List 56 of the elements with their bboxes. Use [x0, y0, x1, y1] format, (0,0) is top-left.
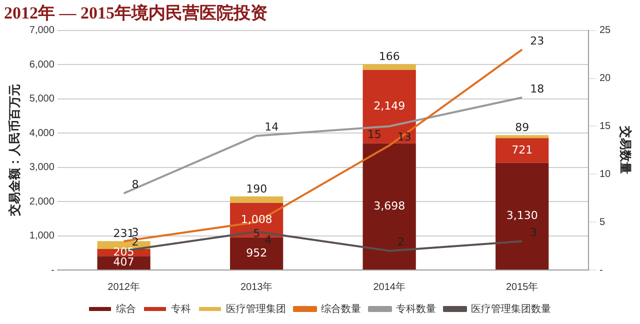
chart-title: 2012年 — 2015年境内民营医院投资 [4, 4, 268, 23]
legend-label: 医疗管理集团 [226, 302, 286, 315]
bar [362, 70, 416, 144]
bar [496, 138, 549, 163]
data-label: 2,149 [374, 100, 406, 113]
data-label: 8 [132, 178, 139, 192]
x-tick-label: 2012年 [108, 280, 140, 293]
x-tick-label: 2013年 [240, 280, 273, 293]
y-tick-label: 6,000 [29, 59, 55, 70]
data-label: 89 [515, 121, 530, 134]
y2-tick-label: 5 [599, 216, 606, 228]
data-label: 721 [512, 143, 533, 156]
y2-tick-label: - [599, 264, 603, 276]
data-label: 952 [246, 246, 268, 260]
y-tick-label: 7,000 [29, 25, 55, 36]
data-label: 4 [264, 234, 272, 247]
data-label: 14 [264, 120, 279, 134]
x-tick-label: 2014年 [373, 280, 406, 293]
data-label: 1,008 [240, 213, 272, 226]
y-tick-label: 5,000 [29, 94, 55, 105]
y-tick-label: 2,000 [29, 196, 55, 208]
data-label: 13 [397, 130, 412, 144]
y-tick-label: - [51, 264, 54, 276]
data-label: 166 [378, 50, 400, 64]
y-tick-label: 1,000 [29, 230, 55, 242]
bar [362, 64, 416, 70]
bar [230, 237, 284, 270]
y2-tick-label: 25 [599, 25, 612, 36]
y-axis-title: 交易金额：人民币百万元 [8, 84, 22, 218]
legend-label: 综合 [116, 302, 136, 315]
data-label: 3 [530, 226, 538, 240]
legend-label: 医疗管理集团数量 [471, 302, 551, 315]
y-tick-label: 3,000 [29, 162, 55, 174]
data-label: 3,130 [506, 209, 538, 222]
y2-tick-label: 20 [599, 73, 612, 84]
data-label: 2 [397, 236, 404, 249]
data-label: 18 [530, 82, 544, 96]
y2-axis-title: 交易数量 [618, 125, 632, 174]
x-tick-label: 2015年 [506, 280, 538, 293]
y2-tick-label: 10 [599, 168, 612, 180]
bar [496, 135, 549, 138]
data-label: 190 [246, 182, 268, 196]
data-label: 205 [113, 245, 134, 258]
y2-tick-label: 15 [599, 120, 612, 132]
bar [362, 143, 416, 270]
legend-label: 综合数量 [321, 302, 361, 315]
bar [230, 196, 284, 203]
y-tick-label: 4,000 [29, 128, 55, 139]
bar [496, 162, 549, 270]
bar [97, 256, 150, 270]
data-label: 407 [113, 256, 134, 269]
data-label: 15 [367, 128, 382, 142]
data-label: 3,698 [374, 199, 406, 212]
legend-label: 专科数量 [396, 302, 436, 315]
legend-label: 专科 [171, 302, 191, 315]
data-label: 23 [530, 34, 544, 48]
